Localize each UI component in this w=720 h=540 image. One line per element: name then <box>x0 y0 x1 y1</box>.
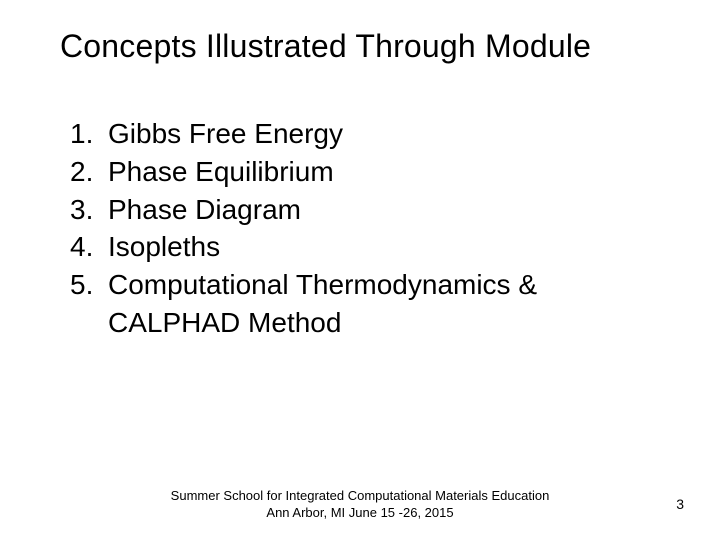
list-item-text: Phase Diagram <box>108 191 660 229</box>
concept-list: 1. Gibbs Free Energy 2. Phase Equilibriu… <box>70 115 660 342</box>
footer-line-1: Summer School for Integrated Computation… <box>0 488 720 505</box>
list-item: 3. Phase Diagram <box>70 191 660 229</box>
slide-title: Concepts Illustrated Through Module <box>60 28 680 65</box>
list-item-text: Computational Thermodynamics & CALPHAD M… <box>108 266 660 342</box>
list-item-text: Gibbs Free Energy <box>108 115 660 153</box>
slide-footer: Summer School for Integrated Computation… <box>0 488 720 522</box>
slide: Concepts Illustrated Through Module 1. G… <box>0 0 720 540</box>
page-number: 3 <box>676 496 684 512</box>
list-item-number: 3. <box>70 191 108 229</box>
list-item: 2. Phase Equilibrium <box>70 153 660 191</box>
list-item-text: Isopleths <box>108 228 660 266</box>
list-item-number: 2. <box>70 153 108 191</box>
footer-line-2: Ann Arbor, MI June 15 -26, 2015 <box>0 505 720 522</box>
list-item: 5. Computational Thermodynamics & CALPHA… <box>70 266 660 342</box>
list-item: 1. Gibbs Free Energy <box>70 115 660 153</box>
list-item-number: 1. <box>70 115 108 153</box>
list-item-number: 4. <box>70 228 108 266</box>
list-item-number: 5. <box>70 266 108 304</box>
list-item-text: Phase Equilibrium <box>108 153 660 191</box>
list-item: 4. Isopleths <box>70 228 660 266</box>
